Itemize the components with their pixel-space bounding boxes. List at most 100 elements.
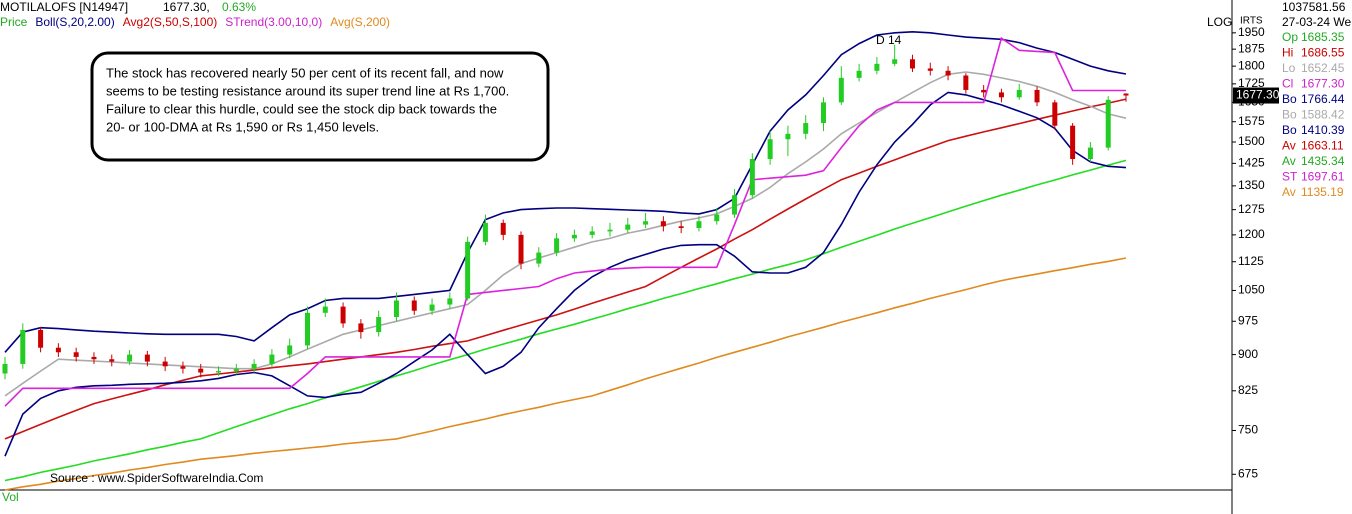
candle-body (696, 221, 702, 228)
y-tick-label: 1425 (1238, 156, 1265, 170)
info-number: 1697.61 (1301, 170, 1345, 184)
info-number: 1766.44 (1301, 92, 1345, 106)
candle-body (1105, 99, 1111, 148)
plot-area (2, 30, 1129, 491)
indicator-line (4, 98, 1127, 440)
candle-body (981, 89, 987, 93)
candle-body (269, 354, 275, 364)
info-number: 1685.35 (1301, 30, 1345, 44)
candle-body (643, 221, 649, 225)
candle-body (785, 133, 791, 140)
indicator-line (4, 30, 1127, 353)
candle-body (589, 231, 595, 235)
candle-body (803, 123, 809, 134)
candle-body (55, 347, 61, 353)
y-tick-label: 1050 (1238, 283, 1265, 297)
corner-label: IRTS (1240, 16, 1263, 27)
info-date: 27-03-24 We (1282, 15, 1351, 29)
candle-body (909, 59, 915, 69)
indicator-line (4, 71, 1127, 397)
info-label: Bo (1282, 108, 1297, 122)
candle-body (998, 92, 1004, 98)
y-tick-label: 1275 (1238, 202, 1265, 216)
info-label: Op (1282, 30, 1298, 44)
indicator-name: Boll(S,20,2.00) (35, 15, 114, 29)
candle-body (1016, 89, 1022, 98)
candle-body (20, 329, 26, 364)
y-tick-label: 825 (1238, 383, 1258, 397)
candle-body (216, 371, 222, 373)
y-tick-label: 900 (1238, 347, 1258, 361)
indicator-name: Price (0, 15, 28, 29)
price: 1677.30, (163, 0, 210, 14)
info-number: 1686.55 (1301, 46, 1345, 60)
info-label: Hi (1282, 46, 1293, 60)
candle-body (749, 159, 755, 196)
info-value: 1037581.56 (1282, 0, 1346, 14)
indicator-name: STrend(3.00,10,0) (225, 15, 322, 29)
candle-body (2, 363, 8, 374)
annotation-line: The stock has recovered nearly 50 per ce… (106, 65, 504, 80)
info-panel: Op 1685.35 Hi 1686.55 Lo 1652.45 Cl 1677.30 Bo 17… (1282, 30, 1345, 199)
candle-body (554, 238, 560, 253)
candle-body (1052, 102, 1058, 126)
candle-body (963, 75, 969, 90)
candle-body (162, 361, 168, 367)
candle-body (678, 226, 684, 228)
candle-body (838, 77, 844, 103)
candle-body (856, 70, 862, 78)
candle-body (607, 229, 613, 232)
y-tick-label: 1575 (1238, 114, 1265, 128)
info-label: Cl (1282, 77, 1293, 91)
candle-body (393, 300, 399, 318)
candle-body (358, 323, 364, 333)
candle-body (144, 354, 150, 362)
indicator-line (4, 257, 1127, 491)
candle-body (892, 59, 898, 64)
candle-body (180, 366, 186, 369)
candle-body (714, 214, 720, 222)
indicator-line (4, 159, 1127, 482)
info-label: Av (1282, 154, 1296, 168)
candle-body (38, 329, 44, 348)
candle-body (1123, 93, 1129, 96)
y-tick-label: 975 (1238, 313, 1258, 327)
candle-body (322, 306, 328, 313)
info-number: 1135.19 (1301, 185, 1344, 199)
candle-body (91, 356, 97, 360)
y-tick-label: 675 (1238, 466, 1258, 480)
candle-body (198, 368, 204, 373)
candle-body (287, 345, 293, 355)
candle-body (536, 252, 542, 264)
y-tick-label: 750 (1238, 423, 1258, 437)
source: Source : www.SpiderSoftwareIndia.Com (50, 471, 263, 485)
info-label: Lo (1282, 61, 1296, 75)
annotation-line: Failure to clear this hurdle, could see … (106, 101, 497, 116)
candle-body (1070, 125, 1076, 160)
indicator-line (4, 91, 1127, 457)
info-number: 1588.42 (1301, 108, 1345, 122)
info-label: Av (1282, 139, 1296, 153)
marker-label: D 14 (876, 33, 902, 47)
y-tick-label: 1500 (1238, 134, 1265, 148)
indicator-name: Avg(S,200) (330, 15, 390, 29)
y-tick-label: 1950 (1238, 25, 1265, 39)
candle-body (1087, 147, 1093, 160)
info-number: 1652.45 (1301, 61, 1345, 75)
candle-body (767, 139, 773, 160)
candle-body (465, 241, 471, 299)
candle-body (127, 354, 133, 362)
info-label: ST (1282, 170, 1298, 184)
candle-body (251, 363, 257, 369)
annotation-box (90, 51, 550, 162)
candle-body (447, 298, 453, 305)
indicator-name: Avg2(S,50,S,100) (123, 15, 218, 29)
candle-body (1034, 89, 1040, 103)
candle-body (109, 359, 115, 362)
info-number: 1410.39 (1301, 123, 1345, 137)
info-number: 1663.11 (1301, 139, 1344, 153)
volume-label: Vol (2, 490, 19, 504)
candle-body (732, 195, 738, 215)
candle-body (874, 63, 880, 71)
